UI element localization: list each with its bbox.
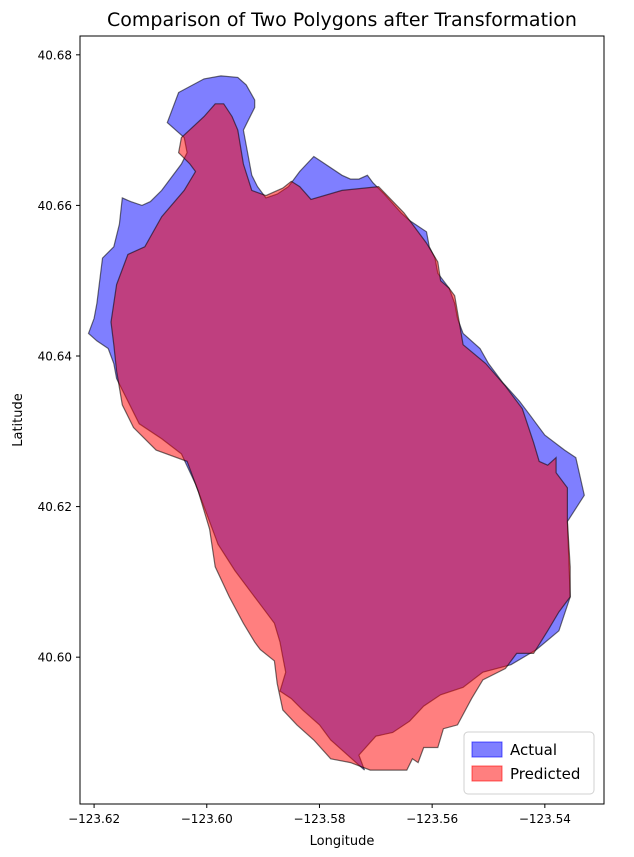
x-tick-label: −123.56 bbox=[406, 812, 458, 826]
y-tick-label: 40.64 bbox=[38, 350, 72, 364]
y-tick-label: 40.62 bbox=[38, 500, 72, 514]
axes-frame bbox=[79, 35, 605, 805]
legend-swatch-actual bbox=[471, 741, 503, 758]
plot-area bbox=[87, 75, 585, 771]
legend-label-actual: Actual bbox=[510, 741, 557, 759]
legend-swatch-predicted bbox=[471, 765, 503, 782]
x-tick-label: −123.62 bbox=[68, 812, 120, 826]
y-tick-label: 40.60 bbox=[38, 651, 72, 665]
y-axis-label: Latitude bbox=[11, 393, 26, 447]
x-tick-label: −123.54 bbox=[519, 812, 571, 826]
legend: Actual Predicted bbox=[463, 731, 595, 795]
legend-label-predicted: Predicted bbox=[510, 765, 580, 783]
chart-title: Comparison of Two Polygons after Transfo… bbox=[107, 9, 577, 31]
x-tick-label: −123.60 bbox=[181, 812, 233, 826]
x-axis-label: Longitude bbox=[310, 834, 375, 849]
polygon-predicted bbox=[110, 103, 571, 771]
x-tick-label: −123.58 bbox=[293, 812, 345, 826]
axis-ticks: −123.62 −123.60 −123.58 −123.56 −123.54 40.60… bbox=[38, 48, 571, 826]
y-tick-label: 40.68 bbox=[38, 48, 72, 62]
y-tick-label: 40.66 bbox=[38, 199, 72, 213]
